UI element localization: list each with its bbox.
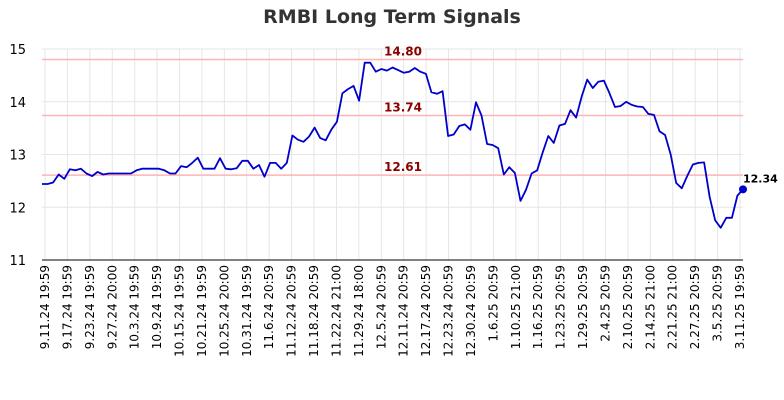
x-tick-labels: 9.11.24 19:59 9.17.24 19:59 9.23.24 19:59 9… — [38, 265, 747, 357]
x-tick-label: 11.12.24 20:59 — [285, 265, 299, 357]
series-line — [42, 61, 744, 229]
x-tick-label: 12.23.24 20:59 — [442, 265, 456, 357]
y-tick-labels: 11 12 13 14 15 — [9, 43, 26, 269]
x-tick-label: 1.10.25 21:00 — [509, 265, 523, 349]
x-tick-label: 10.21.24 19:59 — [195, 265, 209, 357]
x-tick-label: 11.18.24 20:59 — [307, 265, 321, 357]
x-tick-label: 3.5.25 20:59 — [711, 265, 725, 342]
x-tick-label: 12.30.24 20:59 — [464, 265, 478, 357]
y-tick-label: 12 — [9, 201, 26, 216]
x-tick-label: 1.29.25 20:59 — [576, 265, 590, 349]
chart-title: RMBI Long Term Signals — [263, 6, 521, 28]
x-tick-label: 1.6.25 20:59 — [486, 265, 500, 342]
y-tick-label: 11 — [9, 254, 26, 269]
x-tick-label: 11.22.24 21:00 — [329, 265, 343, 357]
x-tick-label: 1.23.25 20:59 — [554, 265, 568, 349]
y-tick-label: 13 — [9, 149, 26, 164]
x-tick-label: 2.21.25 21:00 — [666, 265, 680, 349]
x-tick-label: 2.4.25 20:59 — [598, 265, 612, 342]
x-tick-label: 2.27.25 20:59 — [688, 265, 702, 349]
reference-label: 14.80 — [384, 45, 422, 59]
series-line-group — [42, 61, 744, 229]
x-tick-label: 9.27.24 20:00 — [105, 265, 119, 349]
x-tick-label: 10.3.24 19:59 — [128, 265, 142, 349]
x-tick-label: 9.17.24 19:59 — [60, 265, 74, 349]
reference-label: 12.61 — [384, 160, 422, 174]
y-tick-label: 14 — [9, 96, 26, 111]
x-tick-label: 10.9.24 19:59 — [150, 265, 164, 349]
x-tick-label: 11.29.24 18:00 — [352, 265, 366, 357]
x-tick-label: 2.14.25 21:00 — [643, 265, 657, 349]
x-tick-label: 11.6.24 20:59 — [262, 265, 276, 349]
x-tick-label: 1.16.25 20:59 — [531, 265, 545, 349]
last-point-label: 12.34 — [743, 172, 778, 185]
x-tick-label: 9.23.24 19:59 — [83, 265, 97, 349]
x-tick-label: 10.31.24 19:59 — [240, 265, 254, 357]
x-tick-label: 12.17.24 20:59 — [419, 265, 433, 357]
x-tick-label: 3.11.25 19:59 — [733, 265, 747, 349]
x-tick-label: 10.25.24 20:00 — [217, 265, 231, 357]
x-tick-label: 10.15.24 19:59 — [173, 265, 187, 357]
x-tick-label: 9.11.24 19:59 — [38, 265, 52, 349]
annotations: 14.80 13.74 12.61 12.34 — [384, 45, 778, 194]
y-tick-label: 15 — [9, 43, 26, 58]
x-tick-label: 12.11.24 20:59 — [397, 265, 411, 357]
x-tick-label: 2.10.25 20:59 — [621, 265, 635, 349]
reference-label: 13.74 — [384, 100, 422, 114]
x-tick-label: 12.5.24 20:59 — [374, 265, 388, 349]
last-point-marker — [739, 185, 747, 194]
reference-lines — [42, 58, 743, 176]
grid-lines — [42, 48, 743, 261]
